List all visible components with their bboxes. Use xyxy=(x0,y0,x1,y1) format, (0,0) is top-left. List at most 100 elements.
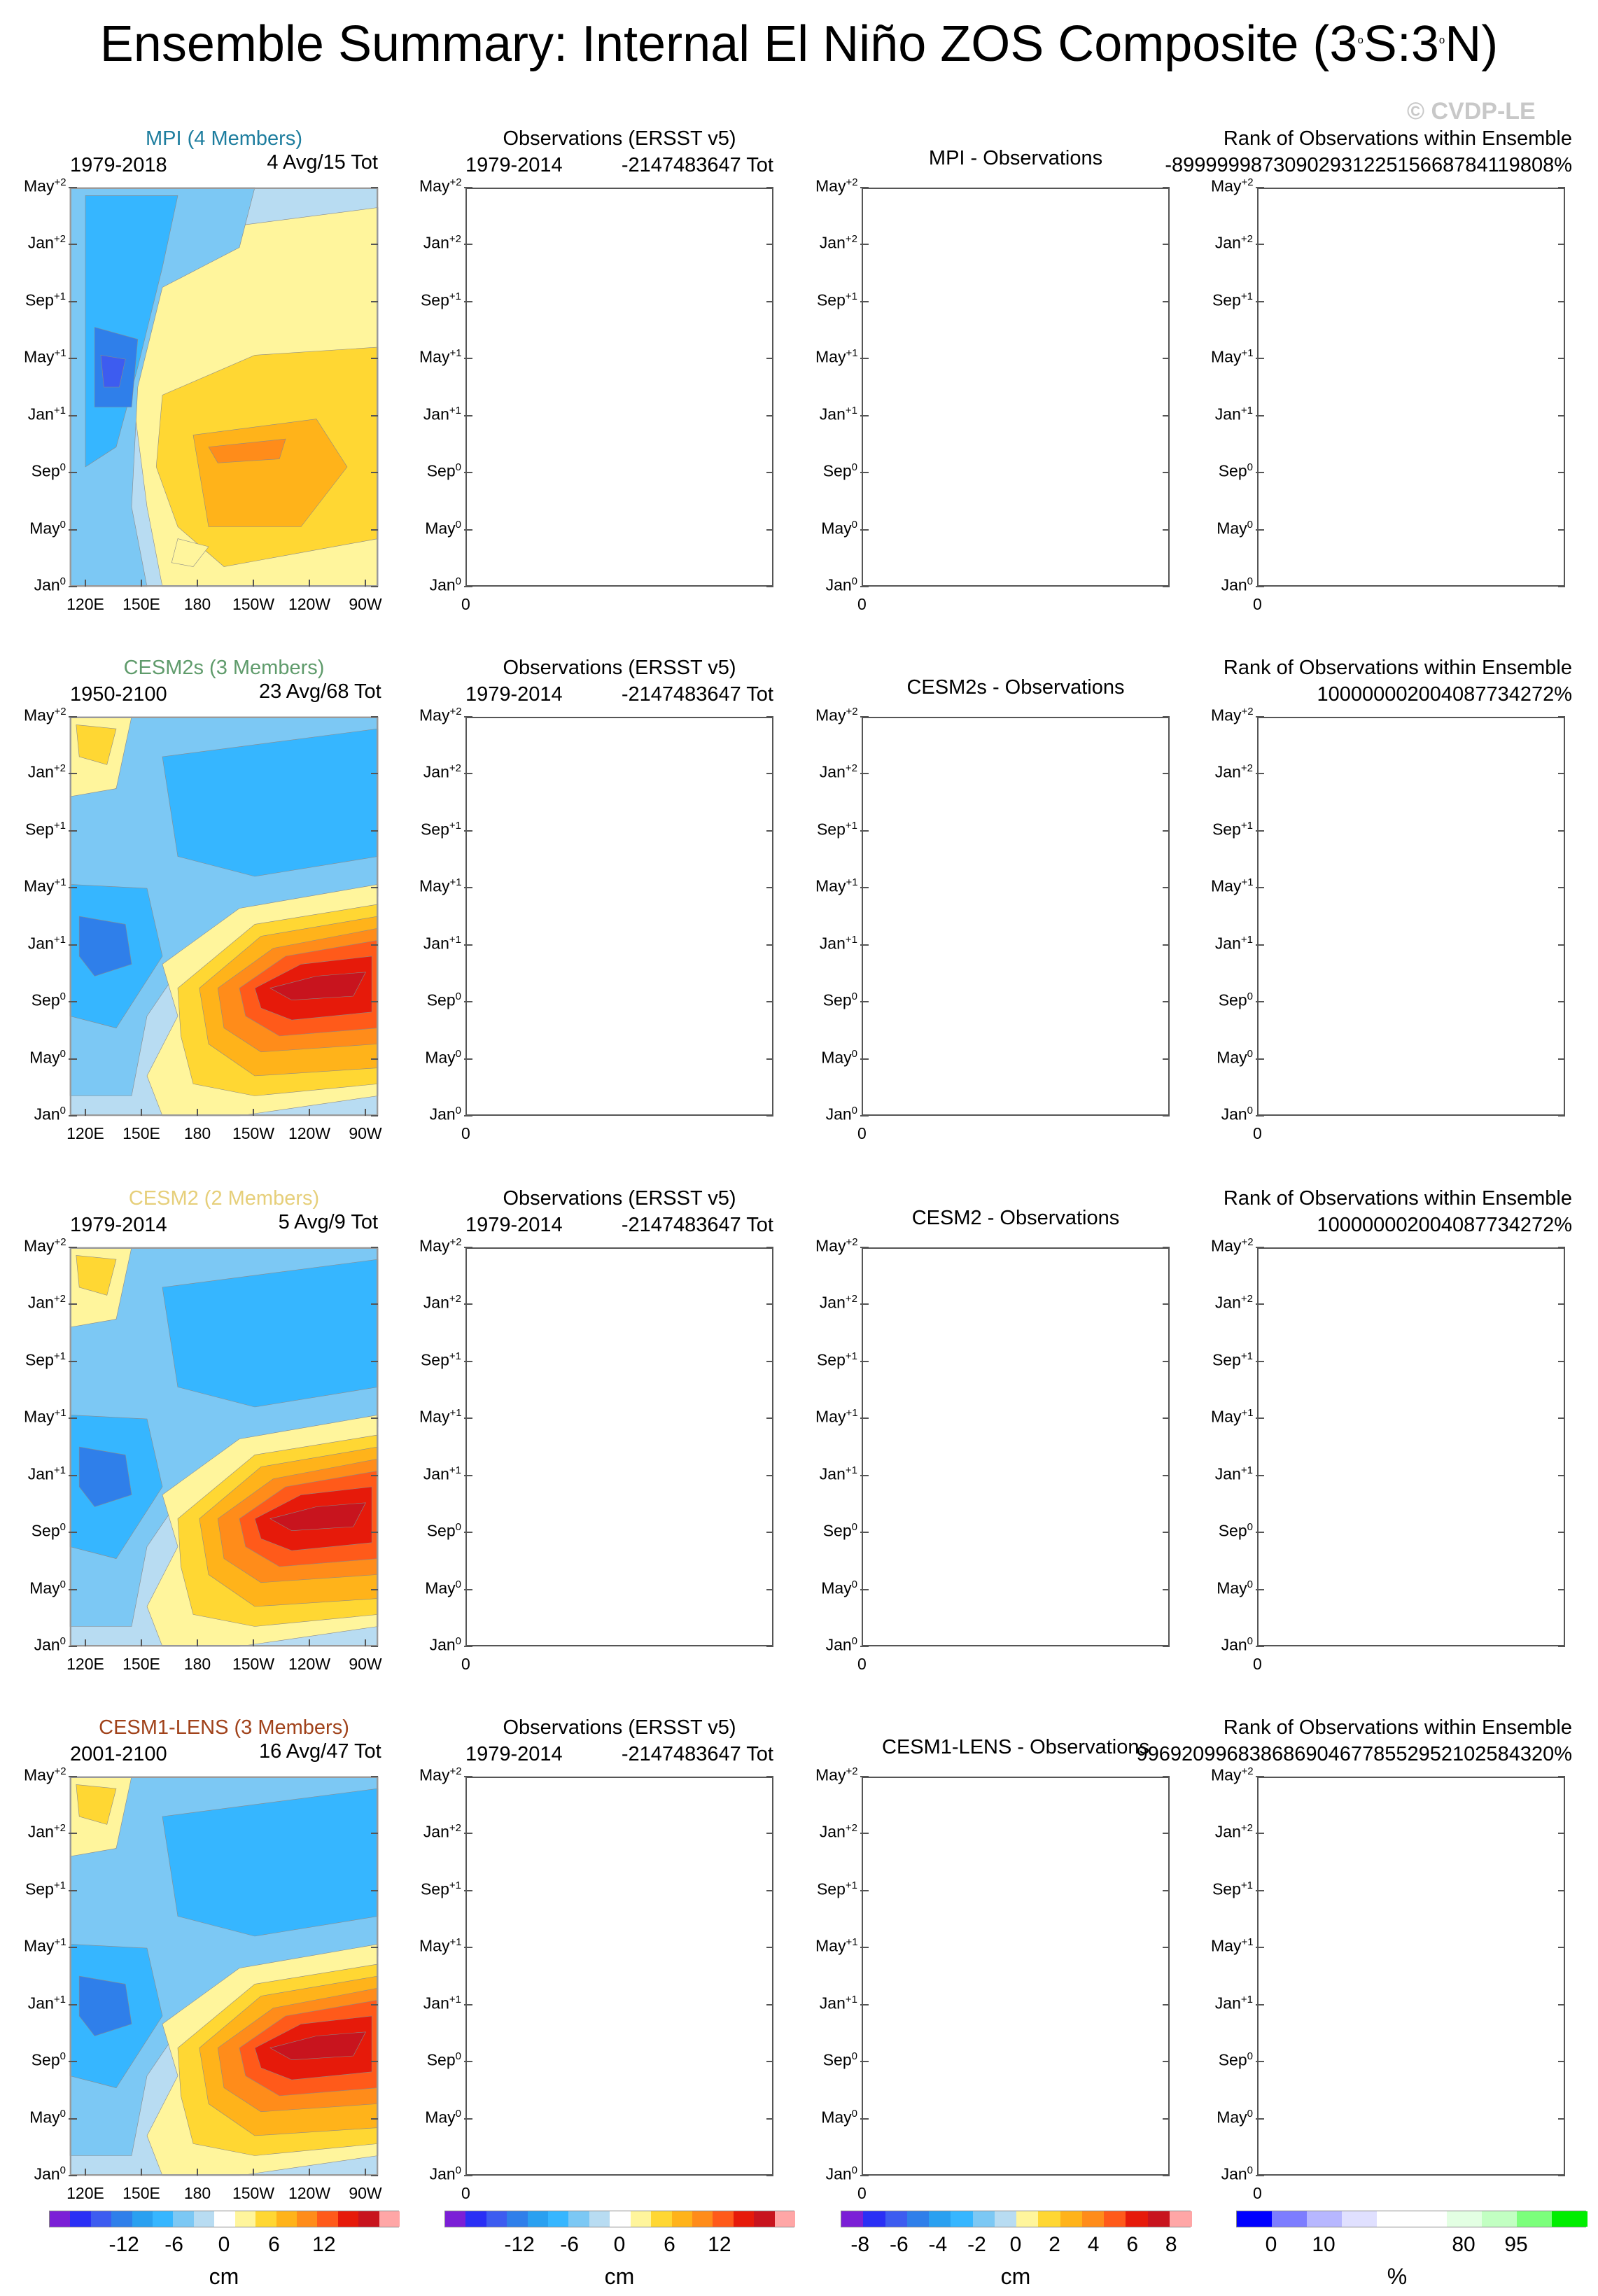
y-tick-mark-right xyxy=(1558,1646,1565,1647)
y-tick-mark xyxy=(464,1588,472,1590)
colorbar-box xyxy=(193,2211,215,2227)
y-tick-mark xyxy=(860,944,869,946)
y-tick-label: May0 xyxy=(29,1578,66,1597)
colorbar-label: -6 xyxy=(889,2233,909,2256)
y-tick-label: Jan+1 xyxy=(423,1993,461,2012)
y-tick-label: Jan0 xyxy=(34,1635,66,1654)
y-tick-label: Jan0 xyxy=(1221,1105,1253,1124)
y-tick-label: Jan+1 xyxy=(1214,1464,1253,1483)
difference-plot-frame xyxy=(862,188,1170,587)
y-tick-mark xyxy=(860,1474,869,1476)
y-tick-mark-right xyxy=(371,1360,378,1362)
y-tick-mark-right xyxy=(1558,300,1565,302)
y-tick-mark xyxy=(1256,1303,1264,1306)
y-tick-mark-right xyxy=(371,830,378,832)
y-tick-mark-right xyxy=(766,2003,773,2005)
colorbar-box xyxy=(486,2211,507,2227)
colorbar-1 xyxy=(444,2211,796,2227)
y-tick-mark xyxy=(464,1115,472,1116)
contour-region xyxy=(78,1446,132,1507)
x-tick-mark xyxy=(141,2169,142,2176)
difference-title: CESM2 - Observations xyxy=(911,1207,1120,1229)
colorbar-box xyxy=(1412,2211,1448,2227)
x-tick-label: 0 xyxy=(1253,1655,1262,1673)
colorbar-box xyxy=(445,2211,466,2227)
rank-plot-frame xyxy=(1257,1777,1565,2176)
y-tick-mark xyxy=(1256,187,1264,188)
y-tick-mark-right xyxy=(766,300,773,302)
y-tick-mark xyxy=(464,1474,472,1476)
x-tick-label: 120E xyxy=(66,595,104,613)
x-tick-label: 150E xyxy=(122,2184,160,2202)
y-tick-mark xyxy=(69,1001,77,1003)
y-tick-mark xyxy=(464,472,472,474)
obs-title: Observations (ERSST v5) xyxy=(503,657,736,679)
y-tick-label: Jan+1 xyxy=(423,1464,461,1483)
y-tick-mark-right xyxy=(1558,528,1565,531)
x-tick-mark xyxy=(309,1109,310,1116)
obs-plot-frame xyxy=(465,1777,773,2176)
x-tick-mark xyxy=(85,1109,86,1116)
x-tick-mark xyxy=(197,580,198,587)
y-tick-label: Jan+1 xyxy=(1214,1993,1253,2012)
contour-region xyxy=(78,916,132,976)
y-tick-label: May+1 xyxy=(1211,876,1254,895)
y-tick-label: May+1 xyxy=(815,347,858,366)
y-tick-mark-right xyxy=(1558,1588,1565,1590)
x-tick-label: 150W xyxy=(232,1655,275,1673)
y-tick-mark-right xyxy=(1163,187,1170,188)
y-tick-label: Sep+1 xyxy=(1212,1350,1253,1369)
y-tick-mark xyxy=(464,1646,472,1647)
x-tick-label: 150E xyxy=(122,595,160,613)
colorbar-box xyxy=(1482,2211,1518,2227)
colorbar-unit: % xyxy=(1387,2264,1408,2289)
y-tick-mark-right xyxy=(371,300,378,302)
y-tick-mark-right xyxy=(766,1532,773,1534)
x-tick-label: 0 xyxy=(461,2184,470,2202)
y-tick-label: Sep+1 xyxy=(816,819,857,839)
y-tick-label: May+1 xyxy=(815,1407,858,1426)
rank-value: -8999999873090293122515668784119808% xyxy=(1165,154,1572,176)
colorbar-unit: cm xyxy=(209,2264,239,2289)
y-tick-mark-right xyxy=(1163,1360,1170,1362)
colorbar-box xyxy=(296,2211,318,2227)
colorbar-box xyxy=(1272,2211,1308,2227)
y-tick-label: May+2 xyxy=(419,176,462,195)
y-tick-label: Jan0 xyxy=(825,1105,857,1124)
y-tick-mark xyxy=(860,2175,869,2176)
colorbar-label: -12 xyxy=(108,2233,139,2256)
y-tick-label: May0 xyxy=(821,2107,857,2127)
y-tick-mark xyxy=(69,1115,77,1116)
y-tick-label: May+1 xyxy=(24,876,66,895)
y-tick-mark xyxy=(464,773,472,775)
x-tick-label: 0 xyxy=(857,1655,867,1673)
x-tick-mark xyxy=(365,580,366,587)
y-tick-label: Sep+1 xyxy=(24,1879,66,1898)
colorbar-label: 0 xyxy=(613,2233,626,2256)
x-tick-label: 0 xyxy=(461,1655,470,1673)
colorbar-box xyxy=(153,2211,174,2227)
colorbar-0 xyxy=(49,2211,400,2227)
contour-region xyxy=(162,1259,379,1408)
y-tick-mark-right xyxy=(1163,1474,1170,1476)
y-tick-mark-right xyxy=(1558,1776,1565,1777)
y-tick-mark-right xyxy=(1558,1947,1565,1949)
y-tick-mark-right xyxy=(1558,830,1565,832)
y-tick-mark-right xyxy=(1163,1001,1170,1003)
x-tick-label: 120W xyxy=(288,595,331,613)
heatmap-0 xyxy=(69,187,379,587)
difference-title: MPI - Observations xyxy=(928,147,1103,169)
obs-title: Observations (ERSST v5) xyxy=(503,1716,736,1739)
obs-count: -2147483647 Tot xyxy=(621,1743,773,1765)
y-tick-label: Jan0 xyxy=(825,575,857,594)
y-tick-label: Sep0 xyxy=(1218,2050,1253,2069)
colorbar-box xyxy=(1552,2211,1588,2227)
colorbar-box xyxy=(173,2211,195,2227)
y-tick-mark-right xyxy=(1163,2175,1170,2176)
y-tick-label: Sep0 xyxy=(31,990,66,1009)
y-tick-mark xyxy=(69,1303,77,1306)
y-tick-mark-right xyxy=(766,2118,773,2120)
y-tick-label: Sep+1 xyxy=(1212,819,1253,839)
y-tick-mark xyxy=(69,716,77,718)
x-tick-label: 0 xyxy=(857,595,867,613)
